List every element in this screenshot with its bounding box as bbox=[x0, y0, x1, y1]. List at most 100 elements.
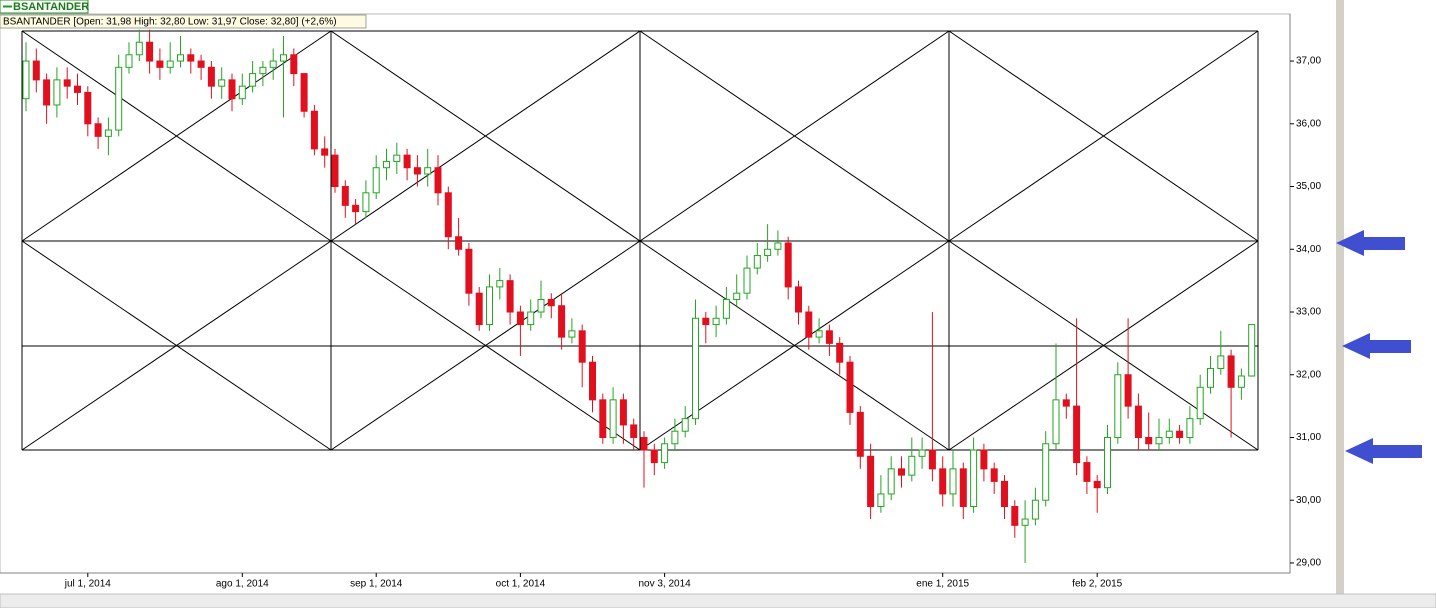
candle-body bbox=[949, 468, 957, 495]
candle-body bbox=[918, 449, 926, 457]
y-tick-label: 37,00 bbox=[1296, 56, 1321, 67]
gann-grid bbox=[21, 30, 1259, 451]
candle-body bbox=[341, 186, 349, 206]
candle-body bbox=[321, 148, 329, 156]
candle-body bbox=[990, 468, 998, 482]
candle-body bbox=[177, 54, 184, 62]
drawing-line bbox=[21, 30, 332, 242]
y-tick-label: 36,00 bbox=[1296, 118, 1321, 129]
candle-body bbox=[146, 41, 154, 62]
candle-body bbox=[753, 255, 761, 269]
candle-body bbox=[218, 79, 226, 87]
candle-body bbox=[1031, 499, 1039, 520]
candle-body bbox=[455, 236, 463, 250]
candle-body bbox=[980, 449, 988, 470]
info-label: BSANTANDER [Open: 31,98 High: 32,80 Low:… bbox=[3, 17, 337, 28]
y-tick-label: 35,00 bbox=[1296, 181, 1321, 192]
y-tick-label: 29,00 bbox=[1296, 558, 1321, 569]
x-tick-label: ago 1, 2014 bbox=[216, 579, 269, 590]
candle-body bbox=[1093, 480, 1101, 489]
arrow bbox=[1336, 230, 1405, 256]
candle-body bbox=[733, 292, 741, 300]
legend-box[interactable] bbox=[0, 0, 89, 14]
plot-frame bbox=[0, 13, 1291, 574]
candle-body bbox=[434, 167, 442, 194]
candle-body bbox=[516, 311, 524, 326]
candle-body bbox=[764, 248, 772, 257]
candle-body bbox=[836, 342, 844, 363]
candle-body bbox=[1196, 386, 1204, 420]
candle-body bbox=[207, 66, 215, 87]
candle-body bbox=[290, 54, 298, 75]
x-tick-label: nov 3, 2014 bbox=[638, 579, 691, 590]
candle-body bbox=[959, 468, 967, 507]
candle-body bbox=[1021, 518, 1029, 526]
candle-body bbox=[877, 493, 885, 507]
candle-body bbox=[867, 455, 875, 507]
candle-body bbox=[1207, 367, 1214, 388]
candle-body bbox=[269, 60, 277, 68]
candle-body bbox=[1134, 405, 1142, 438]
candle-body bbox=[393, 154, 401, 162]
candle-body bbox=[661, 443, 669, 464]
candle-body bbox=[1104, 436, 1111, 489]
candle-body bbox=[650, 449, 658, 464]
x-tick-label: sep 1, 2014 bbox=[350, 579, 403, 590]
y-tick-label: 31,00 bbox=[1296, 432, 1321, 443]
candle-body bbox=[1176, 430, 1184, 438]
candles bbox=[22, 29, 1256, 563]
candle-body bbox=[22, 60, 30, 100]
candle-body bbox=[135, 41, 143, 56]
candle-body bbox=[928, 449, 936, 470]
candle-body bbox=[1062, 399, 1070, 407]
candle-body bbox=[805, 311, 813, 338]
x-tick-label: oct 1, 2014 bbox=[496, 579, 546, 590]
candle-body bbox=[362, 192, 370, 213]
candle-body bbox=[815, 330, 823, 338]
status-bar bbox=[0, 593, 1436, 609]
drawing-line bbox=[948, 30, 1259, 242]
candle-body bbox=[681, 418, 689, 432]
candle-body bbox=[1165, 430, 1173, 438]
candle-body bbox=[908, 455, 916, 476]
y-tick-label: 30,00 bbox=[1296, 495, 1321, 506]
candle-body bbox=[537, 298, 545, 313]
candle-body bbox=[496, 280, 504, 288]
drawing-line bbox=[948, 240, 1259, 451]
candle-body bbox=[558, 305, 566, 338]
candle-body bbox=[403, 154, 411, 169]
candle-body bbox=[825, 330, 833, 344]
candle-body bbox=[352, 204, 360, 213]
candle-body bbox=[1042, 443, 1050, 501]
candle-body bbox=[784, 242, 792, 288]
candle-body bbox=[640, 436, 648, 451]
candle-body bbox=[331, 154, 339, 188]
info-box bbox=[0, 14, 367, 29]
candle-body bbox=[547, 298, 555, 307]
arrows bbox=[1336, 230, 1422, 464]
drawing-line bbox=[330, 30, 641, 242]
drawing-line bbox=[639, 240, 950, 451]
candle-body bbox=[527, 311, 535, 326]
candle-body bbox=[156, 60, 164, 68]
candle-body bbox=[671, 430, 679, 445]
candle-body bbox=[413, 167, 421, 175]
candle-body bbox=[1052, 399, 1060, 445]
drawing-line bbox=[21, 240, 332, 451]
candle-body bbox=[372, 167, 380, 194]
candle-body bbox=[1083, 462, 1091, 482]
candle-body bbox=[609, 399, 617, 438]
candle-body bbox=[444, 192, 452, 238]
drawing-line bbox=[330, 240, 641, 451]
candle-body bbox=[887, 468, 895, 495]
candle-body bbox=[166, 60, 174, 68]
candle-body bbox=[1145, 436, 1153, 445]
candle-body bbox=[898, 468, 905, 476]
candle-body bbox=[1227, 355, 1235, 388]
candle-body bbox=[568, 330, 576, 338]
candle-body bbox=[712, 317, 720, 326]
legend-label[interactable]: BSANTANDER bbox=[13, 1, 89, 13]
candle-body bbox=[506, 280, 514, 313]
